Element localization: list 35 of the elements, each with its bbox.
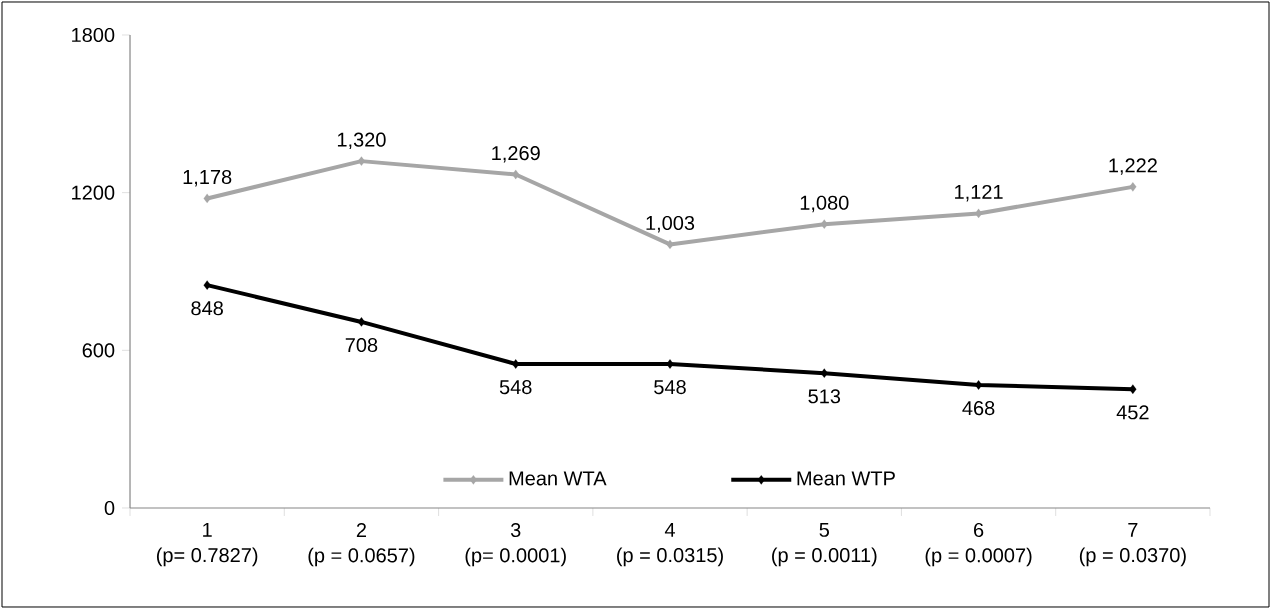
data-label: 1,269: [492, 146, 540, 163]
x-tick-label: 6 (p = 0.0007): [925, 522, 1032, 567]
data-label: 1,003: [646, 215, 695, 233]
data-label: 708: [345, 337, 378, 353]
data-label: 548: [654, 379, 686, 395]
data-label: 548: [499, 379, 532, 395]
x-tick-label: 3 (p= 0.0001): [465, 522, 566, 567]
x-tick-label: 5 (p = 0.0011): [772, 522, 877, 567]
point: [666, 239, 674, 250]
y-tick-label: 1800: [72, 27, 115, 43]
data-label: 1,222: [1109, 158, 1157, 175]
point: [1129, 384, 1137, 394]
y-tick-label: 600: [82, 343, 115, 358]
point: [203, 280, 211, 290]
x-tick-label: 2 (p = 0.0657): [308, 522, 415, 567]
data-label: 452: [1116, 405, 1149, 420]
data-label: 468: [962, 401, 995, 416]
data-label: 513: [808, 389, 841, 404]
point: [512, 169, 520, 180]
x-tick-label: 1 (p= 0.7827): [156, 522, 258, 567]
y-tick-label: 0: [104, 500, 115, 516]
data-label: 1,121: [955, 184, 1003, 202]
x-tick-label: 7 (p = 0.0370): [1079, 522, 1186, 567]
legend-label: Mean WTA: [509, 471, 607, 486]
data-label: 1,320: [337, 132, 386, 150]
y-tick-label: 1200: [72, 185, 115, 200]
data-label: 848: [191, 301, 223, 316]
data-label: 1,080: [800, 195, 849, 213]
legend-label: Mean WTP: [797, 471, 895, 486]
x-tick-label: 4 (p = 0.0315): [617, 522, 723, 567]
point: [1129, 182, 1137, 192]
data-label: 1,178: [183, 169, 232, 187]
point: [820, 219, 828, 229]
point: [357, 317, 366, 327]
point: [203, 193, 211, 204]
